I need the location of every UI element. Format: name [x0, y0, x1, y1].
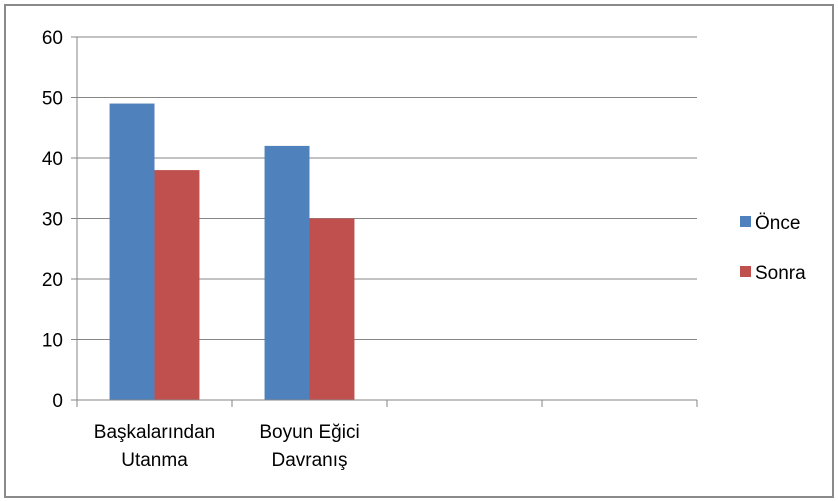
legend-swatch: [740, 266, 751, 277]
x-category-label: Başkalarından: [94, 422, 215, 443]
y-tick-label: 40: [42, 149, 63, 170]
bar--nce-0: [109, 103, 155, 401]
legend: Önce Sonra: [740, 213, 806, 284]
x-category-label: Utanma: [121, 450, 188, 471]
y-tick-label: 50: [42, 89, 63, 110]
y-tick-label: 0: [52, 391, 63, 412]
y-tick-label: 30: [42, 210, 63, 231]
bar-sonra-0: [154, 170, 200, 400]
bars: [109, 103, 355, 401]
legend-label: Sonra: [755, 263, 806, 284]
y-tick-label: 20: [42, 270, 63, 291]
bar--nce-1: [264, 145, 310, 400]
x-category-labels: Başkalarından Utanma Boyun Eğici Davranış: [94, 422, 360, 471]
legend-swatch: [740, 216, 751, 227]
y-tick-label: 10: [42, 331, 63, 352]
bar-sonra-1: [309, 218, 355, 400]
legend-label: Önce: [755, 213, 800, 234]
y-tick-labels: 0 10 20 30 40 50 60: [42, 28, 63, 412]
x-category-label: Boyun Eğici: [259, 422, 359, 443]
y-tick-label: 60: [42, 28, 63, 49]
x-category-label: Davranış: [271, 450, 347, 471]
axes: [71, 36, 698, 407]
